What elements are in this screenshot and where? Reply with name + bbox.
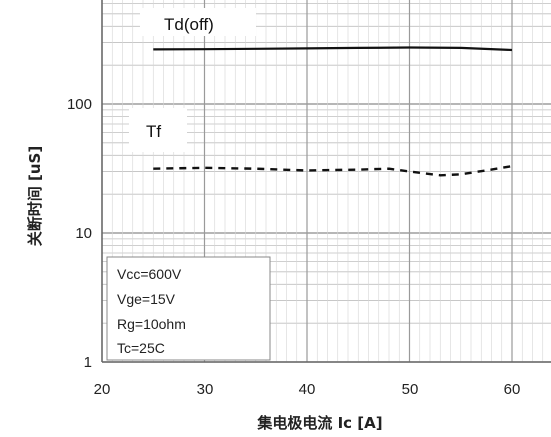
x-tick-label-50: 50 [402, 381, 419, 398]
series-layer [153, 46, 513, 177]
x-tick-label-30: 30 [197, 381, 214, 398]
condition-tc: Tc=25C [117, 340, 165, 356]
y-axis-title: 关断时间 [uS] [26, 146, 44, 246]
y-tick-label-10: 10 [75, 225, 92, 242]
y-tick-labels: 100 10 1 [67, 96, 92, 371]
x-tick-label-40: 40 [299, 381, 316, 398]
condition-rg: Rg=10ohm [117, 316, 186, 332]
conditions-box-frame [106, 256, 271, 361]
x-tick-label-60: 60 [504, 381, 521, 398]
conditions-box: Vcc=600V Vge=15V Rg=10ohm Tc=25C [106, 256, 271, 361]
y-tick-label-100: 100 [67, 96, 92, 113]
series-label-td-off: Td(off) [164, 15, 214, 34]
series-line-td-off [153, 46, 513, 52]
series-line-tf [153, 164, 513, 177]
x-tick-label-20: 20 [94, 381, 111, 398]
td-off-label-bg [140, 8, 256, 36]
condition-vge: Vge=15V [117, 291, 176, 307]
tf-label-bg [129, 108, 187, 152]
condition-vcc: Vcc=600V [117, 266, 182, 282]
series-label-tf: Tf [146, 122, 161, 141]
y-tick-label-1: 1 [84, 354, 92, 371]
x-axis-title: 集电极电流 Ic [A] [256, 414, 382, 432]
x-tick-labels: 20 30 40 50 60 [94, 381, 521, 398]
